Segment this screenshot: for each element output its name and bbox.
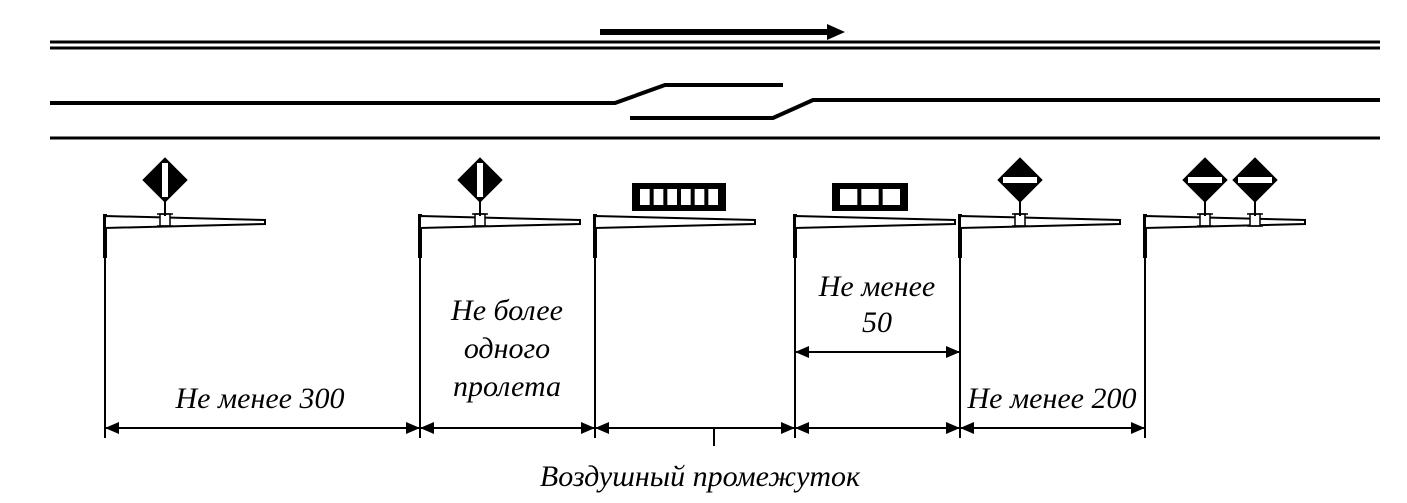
label-caption: Воздушный промежуток [540, 460, 861, 493]
diagram-stage: Не менее 300 Не болееодногопролета Не мене… [0, 0, 1407, 503]
label-dist_50: Не менее50 [818, 270, 935, 339]
diagram-svg: Не менее 300 Не болееодногопролета Не мене… [0, 0, 1407, 503]
label-dist_left: Не менее 300 [175, 382, 345, 415]
label-dist_right: Не менее 200 [967, 382, 1137, 415]
sign-5 [1145, 158, 1305, 258]
sign-0 [105, 158, 265, 258]
label-dist_span: Не болееодногопролета [450, 294, 563, 403]
sign-3 [795, 184, 955, 258]
sign-1 [420, 158, 580, 258]
sign-4 [960, 158, 1120, 258]
sign-2 [595, 184, 755, 258]
